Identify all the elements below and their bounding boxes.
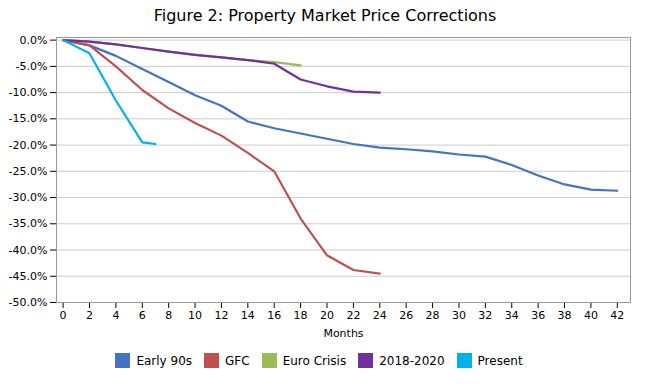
svg-text:-5.0%: -5.0% — [16, 60, 48, 73]
svg-text:6: 6 — [139, 309, 146, 322]
svg-text:Months: Months — [323, 327, 363, 340]
html-text:Present: Present — [477, 353, 523, 368]
svg-text:-25.0%: -25.0% — [9, 165, 48, 178]
svg-text:-20.0%: -20.0% — [9, 139, 48, 152]
svg-text:-15.0%: -15.0% — [9, 112, 48, 125]
html-text:2018-2020: 2018-2020 — [379, 353, 445, 368]
svg-text:12: 12 — [214, 309, 228, 322]
svg-text:-45.0%: -45.0% — [9, 270, 48, 283]
svg-text:34: 34 — [505, 309, 519, 322]
svg-text:20: 20 — [320, 309, 334, 322]
svg-text:22: 22 — [346, 309, 360, 322]
html-text:Euro Crisis: Euro Crisis — [282, 353, 347, 368]
svg-text:0: 0 — [60, 309, 67, 322]
svg-text:8: 8 — [165, 309, 172, 322]
html-text:Early 90s: Early 90s — [136, 353, 192, 368]
svg-text:18: 18 — [294, 309, 308, 322]
svg-text:0.0%: 0.0% — [20, 34, 48, 47]
svg-text:40: 40 — [584, 309, 598, 322]
svg-text:42: 42 — [610, 309, 624, 322]
svg-text:14: 14 — [241, 309, 255, 322]
svg-text:10: 10 — [188, 309, 202, 322]
svg-text:36: 36 — [531, 309, 545, 322]
svg-text:26: 26 — [399, 309, 413, 322]
svg-text:30: 30 — [452, 309, 466, 322]
svg-text:16: 16 — [267, 309, 281, 322]
svg-text:-40.0%: -40.0% — [9, 244, 48, 257]
svg-text:-50.0%: -50.0% — [9, 296, 48, 309]
svg-text:28: 28 — [426, 309, 440, 322]
svg-text:-30.0%: -30.0% — [9, 191, 48, 204]
svg-text:32: 32 — [478, 309, 492, 322]
html-text:Figure 2: Property Market Pric: Figure 2: Property Market Price Correcti… — [153, 6, 497, 25]
svg-text:4: 4 — [112, 309, 119, 322]
html-text:GFC: GFC — [225, 353, 250, 368]
svg-text:24: 24 — [373, 309, 387, 322]
svg-text:-10.0%: -10.0% — [9, 86, 48, 99]
svg-text:38: 38 — [558, 309, 572, 322]
svg-text:2: 2 — [86, 309, 93, 322]
svg-text:-35.0%: -35.0% — [9, 217, 48, 230]
